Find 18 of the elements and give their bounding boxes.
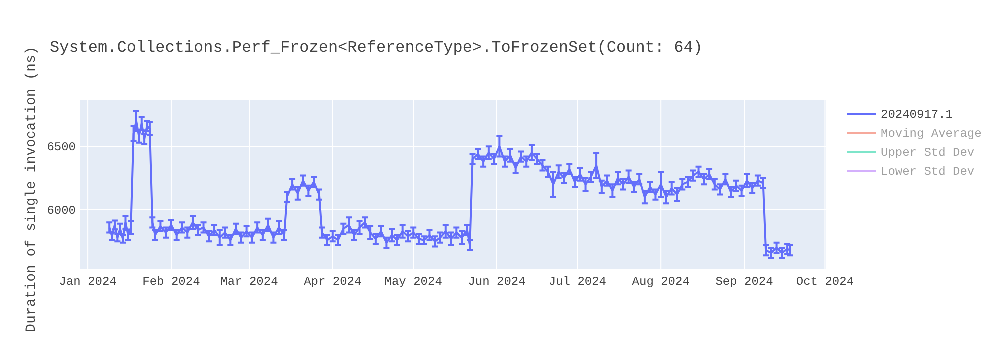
x-tick-label: Jul 2024 [548,275,607,289]
x-tick-label: Apr 2024 [304,275,362,289]
x-tick-label: Sep 2024 [716,275,774,289]
x-tick-label: Aug 2024 [632,275,690,289]
x-tick-label: Jun 2024 [468,275,526,289]
x-tick-label: Mar 2024 [220,275,278,289]
y-tick-label: 6500 [47,140,76,155]
legend-label: Upper Std Dev [881,146,975,160]
legend-label: 20240917.1 [881,108,954,122]
y-tick-label: 6000 [47,204,76,218]
x-tick-label: Feb 2024 [142,275,200,289]
x-tick-label: Jan 2024 [59,275,117,289]
x-tick-label: May 2024 [384,275,442,289]
y-axis-title: Duration of single invocation (ns) [24,46,40,332]
chart-title: System.Collections.Perf_Frozen<ReferenceType>.ToFrozenSet(Count: 64) [50,39,703,57]
legend-label: Lower Std Dev [881,165,975,179]
legend-label: Moving Average [881,127,982,141]
x-tick-label: Oct 2024 [796,275,854,289]
